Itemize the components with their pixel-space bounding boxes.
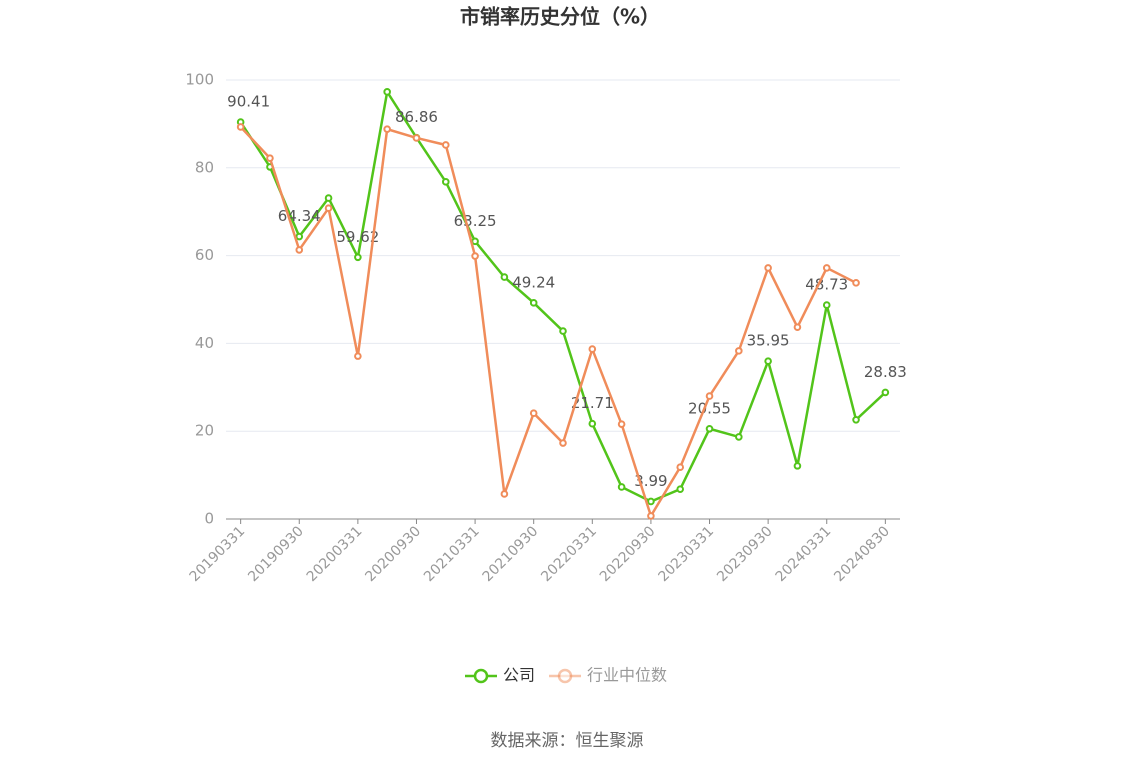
data-point [559, 327, 567, 335]
data-point [705, 424, 714, 433]
x-tick-label: 20210930 [480, 523, 542, 585]
legend-label: 行业中位数 [587, 666, 667, 685]
data-point [617, 483, 626, 491]
data-point [500, 273, 509, 281]
x-tick-label: 20230930 [714, 523, 776, 585]
data-point [852, 415, 860, 424]
legend-marker [557, 668, 573, 684]
y-tick-label: 100 [185, 71, 214, 89]
data-point [793, 462, 802, 470]
data-point [471, 252, 479, 260]
data-point [529, 409, 538, 418]
data-point [412, 134, 421, 142]
data-point [324, 194, 333, 202]
data-point [354, 253, 362, 262]
x-tick-label: 20210331 [421, 523, 483, 585]
data-label: 48.73 [805, 276, 848, 294]
data-point [735, 433, 743, 441]
x-tick-label: 20220930 [597, 523, 659, 585]
x-tick-label: 20200331 [304, 523, 366, 585]
data-point [676, 485, 685, 493]
data-point [676, 463, 685, 471]
data-point [471, 237, 479, 246]
y-tick-label: 80 [195, 158, 214, 176]
data-label: 86.86 [395, 108, 438, 126]
data-point [588, 419, 597, 428]
data-label: 3.99 [634, 472, 667, 490]
y-tick-label: 20 [195, 422, 214, 440]
data-point [764, 264, 772, 272]
data-point [705, 392, 714, 400]
x-tick-label: 20240830 [831, 523, 893, 585]
data-point [529, 299, 538, 307]
data-label: 49.24 [512, 273, 555, 291]
chart-title: 市销率历史分位（%） [460, 5, 660, 29]
data-point [764, 357, 772, 365]
data-label: 35.95 [747, 332, 790, 350]
data-point [441, 141, 450, 149]
data-label: 20.55 [688, 399, 731, 417]
x-tick-label: 20200930 [362, 523, 424, 585]
x-tick-label: 20190930 [245, 523, 307, 585]
data-label: 21.71 [571, 394, 614, 412]
legend-marker [473, 668, 489, 684]
data-label: 90.41 [227, 93, 270, 111]
data-point [383, 88, 391, 96]
data-label: 64.34 [278, 207, 321, 225]
y-tick-label: 40 [195, 334, 214, 352]
x-tick-label: 20190331 [187, 523, 249, 585]
x-tick-label: 20240331 [773, 523, 835, 585]
y-tick-label: 60 [195, 246, 214, 264]
data-point [793, 323, 802, 331]
data-point [383, 125, 391, 133]
data-point [324, 204, 333, 212]
data-point [500, 490, 509, 498]
source-note: 数据来源：恒生聚源 [491, 731, 644, 751]
legend-label: 公司 [503, 666, 535, 685]
data-label: 59.62 [336, 228, 379, 246]
data-point [617, 420, 626, 428]
y-tick-label: 0 [204, 510, 214, 528]
data-point [881, 388, 890, 397]
data-point [822, 264, 831, 272]
data-point [647, 512, 655, 520]
data-point [236, 123, 245, 131]
data-point [559, 439, 567, 447]
data-point [295, 232, 304, 241]
data-label: 28.83 [864, 363, 907, 381]
data-point [852, 279, 860, 287]
data-point [266, 154, 274, 162]
line-series [239, 126, 857, 519]
data-point [441, 178, 450, 186]
data-point [295, 246, 304, 254]
x-tick-label: 20220331 [538, 523, 600, 585]
x-tick-label: 20230331 [655, 523, 717, 585]
data-point [647, 497, 655, 506]
data-point [588, 345, 597, 353]
data-label: 63.25 [454, 212, 497, 230]
data-point [822, 301, 831, 309]
data-point [735, 347, 743, 355]
data-point [354, 352, 362, 360]
